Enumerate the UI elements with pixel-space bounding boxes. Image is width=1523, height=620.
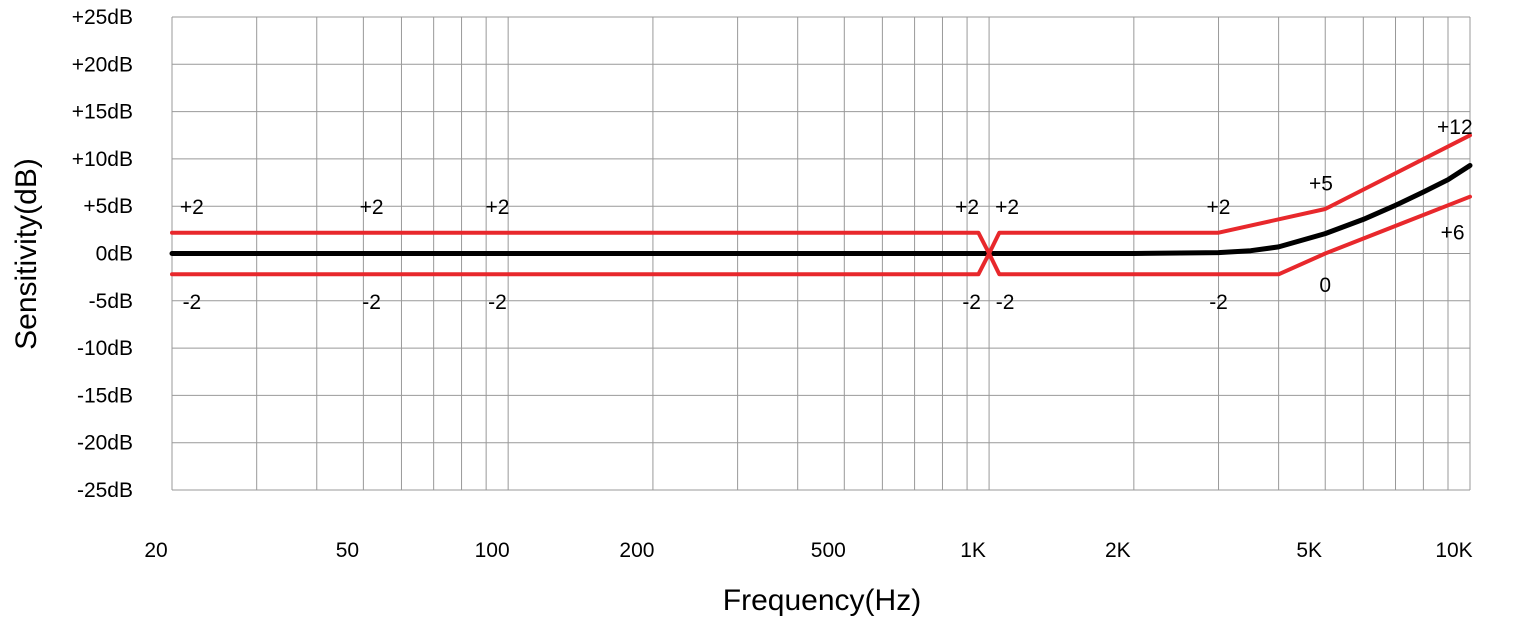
limit-annotation: +2 — [485, 196, 509, 219]
y-tick-label: +25dB — [72, 6, 133, 29]
y-axis-ticks: +25dB +20dB +15dB +10dB +5dB 0dB -5dB -10dB -15d… — [72, 6, 133, 502]
limit-annotation: +2 — [995, 196, 1019, 219]
lower-limit-low-band-line — [170, 251, 992, 277]
limit-annotation: -2 — [1209, 291, 1228, 314]
curves — [169, 133, 1473, 277]
limit-annotation: 0 — [1319, 274, 1331, 297]
lower-limit-high-band-line — [987, 194, 1472, 277]
x-tick-label: 50 — [336, 539, 359, 562]
x-axis-title: Frequency(Hz) — [723, 584, 921, 617]
limit-annotation: -2 — [183, 291, 202, 314]
y-tick-label: -15dB — [77, 384, 133, 407]
y-tick-label: +10dB — [72, 148, 133, 171]
x-tick-label: 200 — [619, 539, 654, 562]
x-tick-label: 2K — [1105, 539, 1131, 562]
y-tick-label: +20dB — [72, 53, 133, 76]
limit-annotation: -2 — [362, 291, 381, 314]
x-tick-label: 500 — [811, 539, 846, 562]
y-tick-label: -10dB — [77, 337, 133, 360]
limit-annotation: -2 — [962, 291, 981, 314]
response-curve — [169, 163, 1473, 256]
x-tick-label: 1K — [960, 539, 986, 562]
y-tick-label: -5dB — [89, 290, 133, 313]
x-tick-label: 10K — [1435, 539, 1472, 562]
x-tick-label: 5K — [1296, 539, 1322, 562]
annotations: +2 +2 +2 +2 +2 +2 +5 +12 +6 0 -2 -2 -2 -2 -2 -2 — [180, 116, 1473, 314]
limit-annotation: +5 — [1309, 173, 1333, 196]
limit-annotation: +2 — [180, 196, 204, 219]
limit-annotation: +12 — [1437, 116, 1473, 139]
x-tick-label: 20 — [144, 539, 167, 562]
limit-annotation: +6 — [1441, 222, 1465, 245]
upper-limit-high-band-line — [987, 133, 1472, 256]
y-tick-label: -25dB — [77, 479, 133, 502]
y-tick-label: +15dB — [72, 101, 133, 124]
y-axis-title: Sensitivity(dB) — [10, 158, 43, 350]
x-tick-label: 100 — [475, 539, 510, 562]
limit-annotation: -2 — [996, 291, 1015, 314]
upper-limit-low-band-line — [170, 230, 992, 256]
y-tick-label: -20dB — [77, 432, 133, 455]
limit-annotation: +2 — [1207, 196, 1231, 219]
x-axis-ticks: 20 50 100 200 500 1K 2K 5K 10K — [144, 539, 1472, 562]
limit-annotation: +2 — [955, 196, 979, 219]
y-tick-label: +5dB — [83, 195, 133, 218]
y-tick-label: 0dB — [96, 243, 133, 266]
limit-annotation: +2 — [360, 196, 384, 219]
limit-annotation: -2 — [488, 291, 507, 314]
